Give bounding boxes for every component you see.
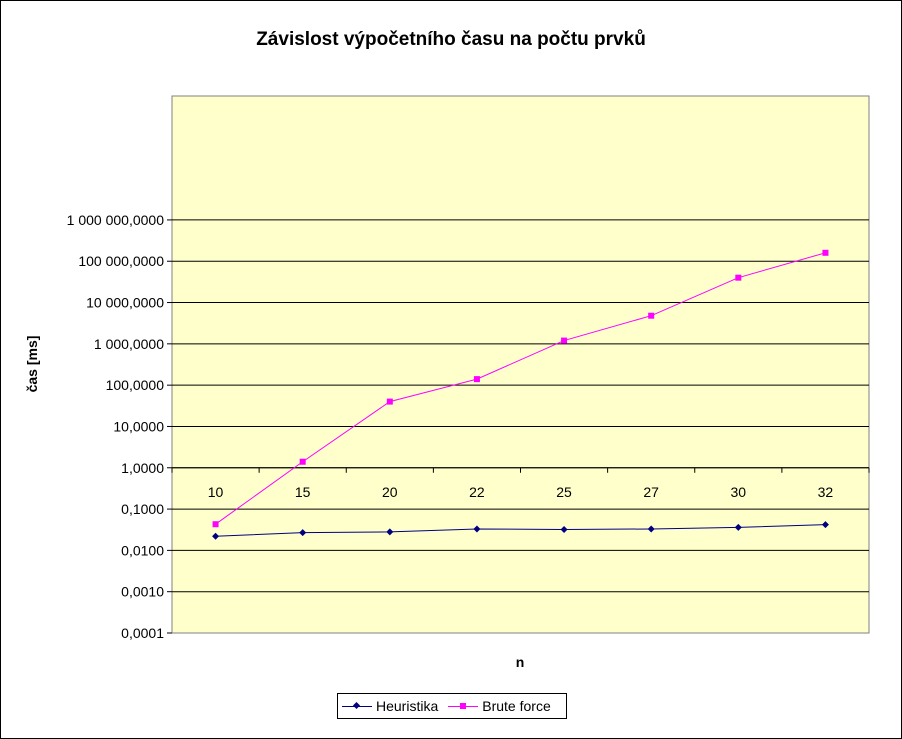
y-tick-label: 100,0000 — [106, 377, 165, 393]
data-point-brute-force — [561, 337, 568, 344]
y-tick-label: 0,0010 — [121, 584, 164, 600]
chart-title: Závislost výpočetního času na počtu prvk… — [256, 29, 646, 50]
data-point-brute-force — [212, 521, 219, 528]
y-tick-label: 0,1000 — [121, 501, 164, 517]
legend-label-brute-force: Brute force — [482, 698, 551, 714]
y-tick-label: 10,0000 — [113, 418, 164, 434]
data-point-brute-force — [299, 458, 306, 465]
legend-swatch-brute-force — [448, 700, 479, 712]
x-axis-label: n — [516, 654, 525, 670]
y-axis-ticks: 0,0001 0,0010 0,0100 0,1000 1,0000 10,0000 100… — [67, 212, 172, 641]
data-point-heuristika — [647, 525, 655, 533]
data-point-heuristika — [560, 526, 568, 534]
y-tick-label: 0,0001 — [121, 625, 164, 641]
data-point-heuristika — [473, 525, 481, 533]
data-point-heuristika — [212, 532, 220, 540]
data-point-heuristika — [821, 521, 829, 529]
y-tick-label: 0,0100 — [121, 542, 164, 558]
legend: Heuristika Brute force — [337, 693, 567, 719]
data-point-brute-force — [648, 312, 655, 319]
series-line-brute-force — [215, 252, 826, 525]
data-point-brute-force — [822, 249, 829, 256]
legend-item-brute-force: Brute force — [448, 698, 551, 714]
x-tick-label: 10 — [208, 484, 224, 500]
y-tick-label: 1 000,0000 — [94, 336, 164, 352]
y-tick-label: 1,0000 — [121, 460, 164, 476]
data-point-brute-force — [735, 274, 742, 281]
x-tick-label: 32 — [818, 484, 834, 500]
x-tick-label: 15 — [295, 484, 311, 500]
data-point-heuristika — [386, 528, 394, 536]
x-tick-label: 25 — [556, 484, 572, 500]
series-line-heuristika — [215, 524, 826, 537]
data-point-brute-force — [473, 376, 480, 383]
x-tick-label: 30 — [731, 484, 747, 500]
x-tick-label: 20 — [382, 484, 398, 500]
x-tick-label: 27 — [643, 484, 659, 500]
y-tick-label: 10 000,0000 — [86, 295, 164, 311]
series-group — [212, 249, 829, 540]
data-point-heuristika — [734, 523, 742, 531]
data-point-brute-force — [386, 398, 393, 405]
data-point-heuristika — [299, 529, 307, 537]
legend-label-heuristika: Heuristika — [376, 698, 439, 714]
x-axis-ticks: 10 15 20 22 25 27 30 32 — [171, 467, 870, 500]
legend-swatch-heuristika — [342, 700, 372, 712]
y-axis-label: čas [ms] — [24, 336, 40, 393]
y-tick-label: 100 000,0000 — [78, 253, 164, 269]
y-tick-label: 1 000 000,0000 — [67, 212, 165, 228]
x-tick-label: 22 — [469, 484, 485, 500]
legend-item-heuristika: Heuristika — [342, 698, 438, 714]
plot-background — [171, 95, 870, 634]
